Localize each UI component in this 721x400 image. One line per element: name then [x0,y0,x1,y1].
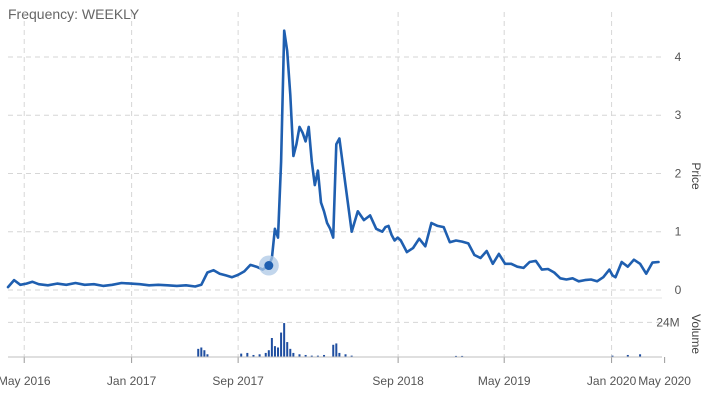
volume-bar [240,353,243,357]
price-series [6,29,660,289]
volume-bar [344,354,347,357]
axes: 0 1 2 3 4 24M May 2016 Jan 2017 Sep 2017 Sep 2018… [0,50,691,388]
volume-bar [273,346,276,357]
x-tick-label: May 2016 [0,374,51,388]
volume-bar [246,352,249,357]
volume-bar [264,352,267,357]
price-tick-label: 0 [675,283,682,297]
volume-axis-title: Volume [689,314,703,354]
volume-bar [323,354,326,357]
volume-bar [611,355,614,357]
volume-bar [258,354,261,357]
volume-bar [270,338,273,357]
price-line [6,29,660,289]
x-tick-label: Jan 2017 [107,374,157,388]
volume-bar [286,342,289,357]
volume-bar [332,344,335,357]
volume-bar [277,347,280,357]
volume-bar [197,348,200,357]
volume-bar [292,352,295,357]
x-tick-label: Sep 2018 [372,374,424,388]
volume-bar [338,352,341,357]
volume-bar [461,355,464,357]
volume-bar [639,354,642,357]
volume-bar [200,347,203,357]
highlight-marker [264,261,274,271]
grid [8,12,662,357]
volume-tick-label: 24M [656,315,679,329]
volume-bar [626,354,629,357]
volume-bar [252,354,255,357]
x-tick-label: Sep 2017 [212,374,264,388]
volume-bar [203,350,206,357]
volume-bar [289,348,292,357]
volume-bar [316,355,319,357]
price-tick-label: 1 [675,225,682,239]
volume-bar [350,355,353,357]
price-tick-label: 2 [675,166,682,180]
volume-bar [206,354,209,357]
volume-bar [267,350,270,357]
volume-bar [335,343,338,357]
x-tick-label: Jan 2020 [587,374,637,388]
price-tick-label: 4 [675,50,682,64]
volume-bar [283,323,286,357]
volume-bar [304,354,307,357]
volume-bar [454,355,457,357]
x-tick-label: May 2019 [478,374,531,388]
volume-bars [197,323,642,357]
frequency-label[interactable]: Frequency: WEEKLY [8,6,140,22]
volume-bar [310,355,313,357]
volume-bar [280,332,283,357]
price-axis-title: Price [689,162,703,190]
price-tick-label: 3 [675,108,682,122]
volume-bar [298,354,301,357]
x-tick-label: May 2020 [638,374,691,388]
